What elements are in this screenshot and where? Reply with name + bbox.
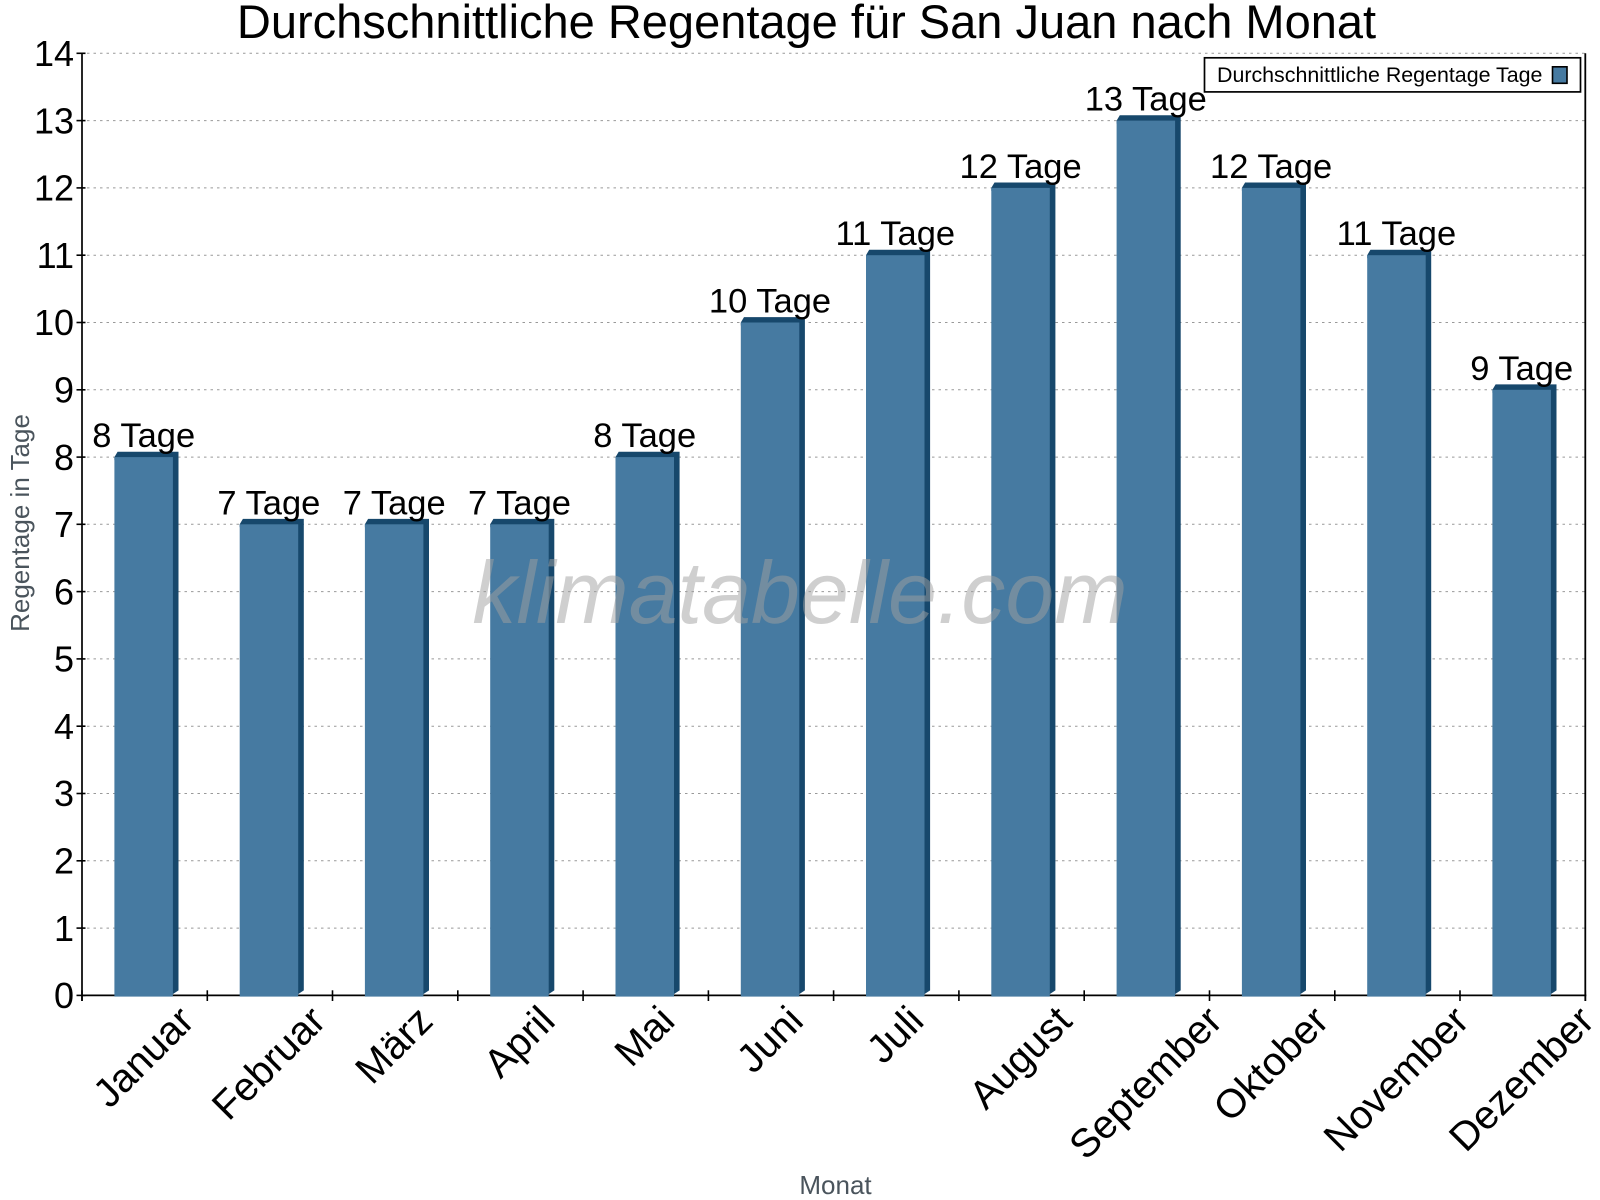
svg-text:9 Tage: 9 Tage (1470, 350, 1573, 388)
svg-text:Regentage in Tage: Regentage in Tage (5, 414, 35, 632)
svg-text:10 Tage: 10 Tage (709, 283, 831, 321)
svg-text:9: 9 (54, 370, 74, 411)
svg-text:12 Tage: 12 Tage (960, 148, 1082, 186)
svg-text:Durchschnittliche Regentage fü: Durchschnittliche Regentage für San Juan… (237, 0, 1376, 48)
svg-text:5: 5 (54, 639, 74, 680)
svg-text:8 Tage: 8 Tage (593, 417, 696, 455)
svg-text:7 Tage: 7 Tage (468, 484, 571, 522)
svg-text:8: 8 (54, 437, 74, 478)
svg-text:4: 4 (54, 706, 74, 747)
svg-text:7: 7 (54, 504, 74, 545)
svg-text:13 Tage: 13 Tage (1085, 81, 1207, 119)
svg-text:7 Tage: 7 Tage (217, 484, 320, 522)
svg-text:14: 14 (34, 33, 74, 74)
svg-text:Durchschnittliche Regentage Ta: Durchschnittliche Regentage Tage (1217, 63, 1542, 87)
svg-text:11 Tage: 11 Tage (1337, 215, 1457, 253)
svg-text:12 Tage: 12 Tage (1210, 148, 1332, 186)
svg-text:10: 10 (34, 302, 74, 343)
svg-text:6: 6 (54, 571, 74, 612)
svg-text:Monat: Monat (799, 1170, 872, 1200)
svg-text:8 Tage: 8 Tage (92, 417, 195, 455)
svg-text:2: 2 (54, 841, 74, 882)
svg-text:klimatabelle.com: klimatabelle.com (472, 543, 1127, 642)
svg-text:3: 3 (54, 773, 74, 814)
svg-text:7 Tage: 7 Tage (343, 484, 446, 522)
svg-text:0: 0 (54, 975, 74, 1016)
svg-text:12: 12 (34, 168, 74, 209)
svg-text:1: 1 (54, 908, 74, 949)
svg-text:13: 13 (34, 100, 74, 141)
svg-text:11: 11 (37, 235, 74, 276)
svg-text:11 Tage: 11 Tage (836, 215, 956, 253)
